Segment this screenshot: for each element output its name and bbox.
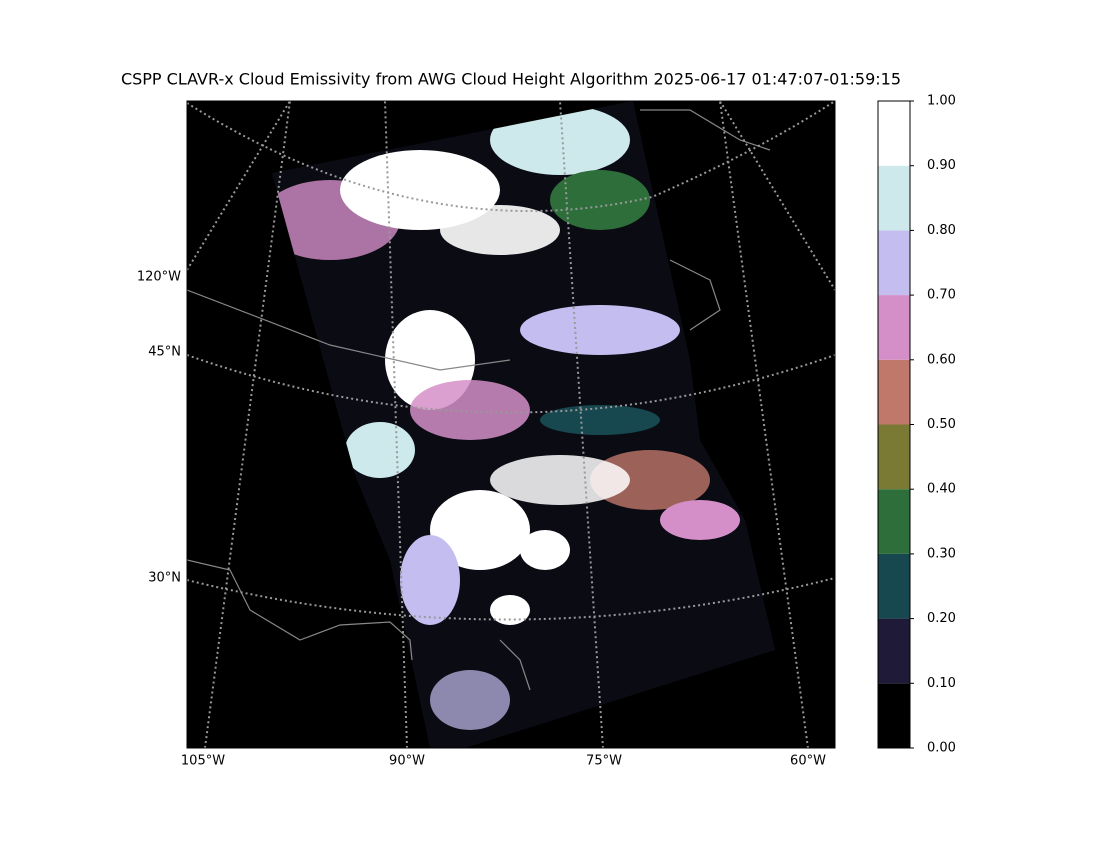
- colorbar-segment: [878, 489, 910, 554]
- colorbar-tick-label: 0.10: [927, 676, 956, 691]
- map-labels: 120°W 45°N 30°N 105°W 90°W 75°W 60°W: [137, 270, 826, 769]
- colorbar-segment: [878, 165, 910, 231]
- colorbar-tick-label: 0.80: [927, 223, 956, 238]
- colorbar: 0.00 0.10 0.20 0.30 0.40 0.50 0.60 0.70 0.80 0.90…: [877, 94, 956, 756]
- colorbar-segment: [878, 295, 910, 360]
- colorbar-segment: [878, 553, 910, 619]
- lon-label: 75°W: [586, 754, 622, 769]
- colorbar-tick-label: 0.90: [927, 158, 956, 173]
- lat-label: 45°N: [148, 345, 181, 360]
- colorbar-tick-label: 0.50: [927, 417, 956, 432]
- colorbar-segment: [878, 683, 910, 748]
- cloud-field: [272, 105, 740, 730]
- lon-label: 105°W: [181, 754, 225, 769]
- map: [187, 101, 835, 748]
- colorbar-tick-label: 0.30: [927, 546, 956, 561]
- colorbar-segment: [878, 101, 910, 166]
- colorbar-segment: [878, 424, 910, 490]
- colorbar-segment: [878, 618, 910, 684]
- title: CSPP CLAVR-x Cloud Emissivity from AWG C…: [121, 70, 901, 89]
- lat-label: 120°W: [137, 270, 181, 285]
- colorbar-tick-label: 0.20: [927, 611, 956, 626]
- colorbar-segment: [878, 230, 910, 296]
- colorbar-tick-label: 0.40: [927, 482, 956, 497]
- lat-label: 30°N: [148, 571, 181, 586]
- satellite-swath: [272, 101, 775, 748]
- lon-label: 90°W: [389, 754, 425, 769]
- map-frame: [186, 100, 836, 749]
- colorbar-tick-label: 0.00: [927, 741, 956, 756]
- colorbar-tick-label: 1.00: [927, 94, 956, 109]
- colorbar-tick-label: 0.60: [927, 352, 956, 367]
- colorbar-tick-label: 0.70: [927, 288, 956, 303]
- lon-label: 60°W: [790, 754, 826, 769]
- colorbar-segment: [878, 359, 910, 425]
